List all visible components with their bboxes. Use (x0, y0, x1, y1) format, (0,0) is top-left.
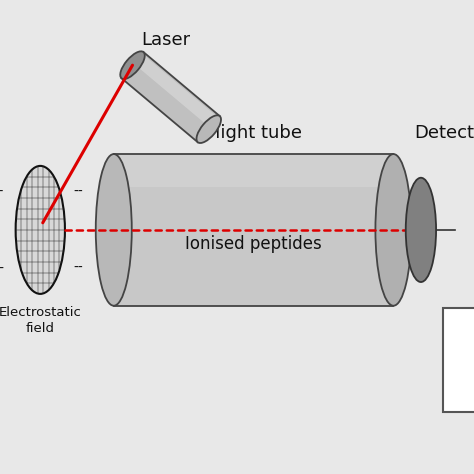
Polygon shape (121, 52, 220, 142)
Ellipse shape (375, 154, 411, 306)
Ellipse shape (16, 166, 65, 294)
Text: ++: ++ (0, 184, 5, 199)
Text: --: -- (73, 184, 83, 199)
Ellipse shape (197, 115, 221, 143)
Ellipse shape (406, 178, 436, 282)
Text: Flight tube: Flight tube (205, 124, 302, 142)
Bar (114, 154, 393, 306)
Text: Ionised peptides: Ionised peptides (185, 235, 322, 253)
Text: Laser: Laser (141, 31, 191, 49)
Text: --: -- (73, 261, 83, 275)
Text: - +: - + (0, 261, 5, 275)
Bar (443, 308, 474, 412)
Ellipse shape (120, 51, 145, 79)
Ellipse shape (96, 154, 132, 306)
Polygon shape (133, 52, 217, 127)
Text: Detect: Detect (414, 124, 474, 142)
Text: Electrostatic
field: Electrostatic field (0, 306, 82, 335)
Bar (114, 154, 393, 187)
